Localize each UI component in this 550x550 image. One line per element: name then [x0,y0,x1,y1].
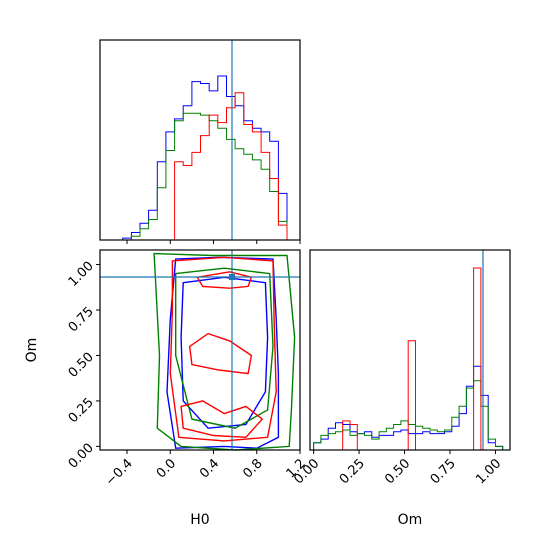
h0-tick-label-3: 0.8 [240,456,265,481]
x-axis-label-h0: H0 [190,512,209,528]
om-histogram-panel: 0.00 0.25 0.50 0.75 1.00 Om [291,249,511,528]
h0-histogram-series-0 [105,75,296,241]
contour-series-2-level-0 [169,256,277,442]
contour-series-2-level-2 [188,332,253,375]
y-axis-label-om: Om [24,338,40,363]
om-x-tick-label-3: 0.75 [428,456,459,487]
h0-tick-label-1: 0.0 [154,456,179,481]
h0-om-contour-panel: −0.4 0.0 0.4 0.8 1.2 0.000.250.500.751.00 H0… [24,249,309,528]
h0-histogram-panel [99,39,301,244]
om-y-tick-label-2: 0.50 [66,350,97,381]
contour-panel-frame [99,249,301,451]
contour-series-0-level-0 [166,256,280,449]
om-x-ticks: 0.00 0.25 0.50 0.75 1.00 [291,450,504,487]
contour-series-1-level-1 [174,267,274,429]
h0-tick-label-0: −0.4 [103,456,136,489]
om-histogram-series-2 [313,267,503,451]
joint-y-ticks: 0.00 0.25 0.50 0.75 1.00 [66,259,100,472]
joint-truth-marker [229,274,235,280]
om-x-tick-label-1: 0.25 [337,456,368,487]
joint-x-ticks: −0.4 0.0 0.4 0.8 1.2 [103,450,309,489]
om-y-tick-label-4: 1.00 [66,259,97,290]
h0-tick-label-2: 0.4 [197,456,222,481]
contour-series-1-level-0 [153,252,296,451]
contour-series-0-level-1 [180,276,269,429]
h0-histogram-ticks [126,240,301,244]
contour-series-2-level-3 [180,400,264,439]
om-x-tick-label-4: 1.00 [473,456,504,487]
om-y-tick-label-1: 0.25 [66,395,97,426]
h0-histogram-frame [99,39,301,241]
om-x-tick-label-2: 0.50 [382,456,413,487]
om-y-tick-label-3: 0.75 [66,304,97,335]
om-histogram-frame [309,249,511,451]
contour-series-2-level-1 [196,271,253,289]
om-y-tick-label-0: 0.00 [66,441,97,472]
x-axis-label-om: Om [398,512,423,528]
